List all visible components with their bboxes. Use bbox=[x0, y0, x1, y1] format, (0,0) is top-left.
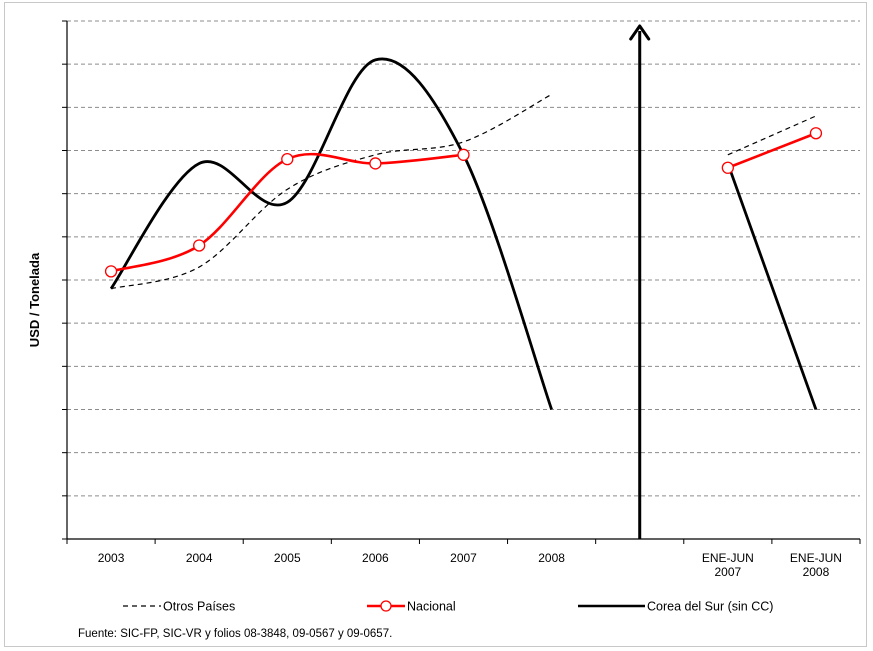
data-point bbox=[281, 152, 294, 166]
legend-label: Corea del Sur (sin CC) bbox=[647, 600, 773, 614]
x-tick-label: 2006 bbox=[362, 551, 389, 565]
series-line bbox=[727, 115, 817, 156]
series-line bbox=[727, 132, 817, 169]
data-point bbox=[369, 157, 382, 170]
x-tick-label: 2007 bbox=[450, 551, 477, 565]
series-nacional bbox=[104, 127, 823, 278]
axes bbox=[62, 20, 861, 544]
legend-marker bbox=[380, 600, 392, 612]
series-layer bbox=[104, 57, 823, 410]
legend-item: Nacional bbox=[367, 600, 456, 614]
data-point bbox=[193, 239, 206, 252]
line-chart: 2003 2004 2005 2006 2007 2008 ENE-JUN 2007 ENE-J… bbox=[27, 20, 861, 640]
separator-arrow bbox=[629, 24, 651, 539]
series-line bbox=[110, 152, 464, 273]
series-line bbox=[726, 162, 818, 410]
legend-item: Otros Países bbox=[123, 600, 235, 614]
x-tick-label: ENE-JUN 2007 bbox=[702, 551, 754, 579]
data-point bbox=[809, 127, 823, 140]
y-axis-label: USD / Tonelada bbox=[27, 252, 42, 347]
chart-frame: 2003 2004 2005 2006 2007 2008 ENE-JUN 2007 ENE-J… bbox=[4, 2, 867, 647]
source-note: Fuente: SIC-FP, SIC-VR y folios 08-3848,… bbox=[78, 628, 392, 640]
data-point bbox=[104, 265, 118, 278]
legend-label: Nacional bbox=[407, 600, 456, 614]
x-tick-label: 2004 bbox=[186, 551, 213, 565]
x-tick-label: ENE-JUN 2008 bbox=[790, 551, 842, 579]
series-line bbox=[110, 93, 552, 290]
data-point bbox=[457, 148, 470, 161]
series-otros-pa-ses bbox=[110, 93, 817, 290]
legend-label: Otros Países bbox=[163, 600, 235, 614]
x-tick-label: 2008 bbox=[538, 551, 565, 565]
gridlines bbox=[67, 20, 860, 497]
x-tick-label: 2003 bbox=[98, 551, 125, 565]
x-tick-labels: 2003 2004 2005 2006 2007 2008 ENE-JUN 2007 ENE-J… bbox=[98, 551, 842, 579]
arrow-head bbox=[629, 24, 651, 41]
series-line bbox=[109, 57, 553, 410]
x-tick-label: 2005 bbox=[274, 551, 301, 565]
legend: Otros Países Nacional Corea del Sur (sin C… bbox=[123, 600, 773, 614]
legend-item: Corea del Sur (sin CC) bbox=[578, 600, 773, 614]
data-point bbox=[721, 161, 734, 174]
series-corea-del-sur-sin-cc bbox=[109, 57, 818, 410]
